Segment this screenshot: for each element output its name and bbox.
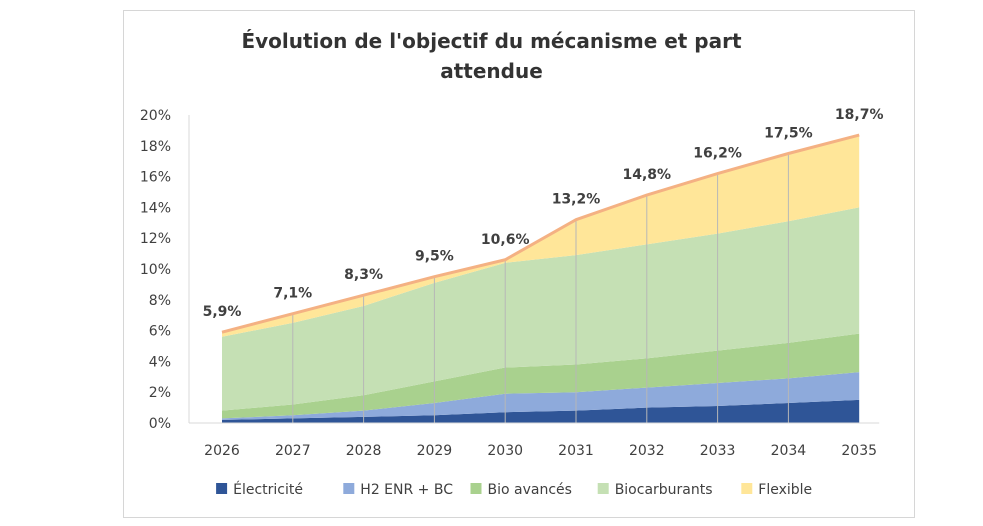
x-tick-label: 2026 xyxy=(204,443,240,459)
x-tick-label: 2033 xyxy=(700,443,736,459)
y-tick-label: 6% xyxy=(149,324,171,340)
data-label: 13,2% xyxy=(552,192,601,208)
data-label: 14,8% xyxy=(623,167,672,183)
data-label: 7,1% xyxy=(273,286,312,302)
data-labels: 5,9% 7,1% 8,3% 9,5% 10,6% 13,2% 14,8% 16,2% 17,5… xyxy=(203,107,884,320)
chart-frame xyxy=(123,10,915,518)
legend-swatch xyxy=(343,483,355,494)
data-label: 17,5% xyxy=(764,126,813,142)
legend-swatch xyxy=(741,483,753,494)
y-tick-label: 4% xyxy=(149,354,171,370)
area-series-3 xyxy=(222,333,860,419)
chart-title: Évolution de l'objectif du mécanisme et … xyxy=(0,26,983,86)
x-tick-label: 2035 xyxy=(841,443,877,459)
y-tick-label: 2% xyxy=(149,385,171,401)
legend-label: Biocarburants xyxy=(615,482,713,498)
legend-label: Électricité xyxy=(233,481,303,498)
y-tick-label: 14% xyxy=(140,200,171,216)
legend-swatch xyxy=(216,483,228,494)
x-tick-label: 2032 xyxy=(629,443,665,459)
data-label: 8,3% xyxy=(344,267,383,283)
y-tick-label: 12% xyxy=(140,231,171,247)
data-label: 10,6% xyxy=(481,232,530,248)
y-tick-label: 20% xyxy=(140,108,171,124)
y-tick-label: 0% xyxy=(149,416,171,432)
total-line-group xyxy=(221,133,860,334)
data-label: 16,2% xyxy=(693,146,742,162)
data-label: 5,9% xyxy=(203,304,242,320)
x-tick-label: 2030 xyxy=(487,443,523,459)
legend-swatch xyxy=(597,483,609,494)
area-series-4 xyxy=(222,207,860,411)
year-dividers xyxy=(292,153,789,423)
area-series-5 xyxy=(222,135,860,337)
area-series-2 xyxy=(222,372,860,420)
x-tick-label: 2027 xyxy=(275,443,311,459)
data-label: 9,5% xyxy=(415,249,454,265)
x-tick-label: 2029 xyxy=(417,443,453,459)
legend: Électricité H2 ENR + BC Bio avancés Biocarb… xyxy=(216,481,812,498)
y-tick-label: 18% xyxy=(140,139,171,155)
chart-title-line-2: attendue xyxy=(440,59,543,83)
stacked-areas xyxy=(222,135,860,423)
y-tick-label: 10% xyxy=(140,262,171,278)
area-series-1 xyxy=(222,399,860,423)
chart-title-line-1: Évolution de l'objectif du mécanisme et … xyxy=(241,29,742,53)
legend-swatch xyxy=(470,483,482,494)
x-tick-label: 2031 xyxy=(558,443,594,459)
legend-label: H2 ENR + BC xyxy=(360,482,453,498)
legend-label: Flexible xyxy=(758,482,812,498)
axes: 0% 2% 4% 6% 8% 10% 12% 14% 16% 18% 20% 2026 2027 2028… xyxy=(140,108,880,459)
y-tick-label: 16% xyxy=(140,170,171,186)
data-label: 18,7% xyxy=(835,107,884,123)
total-line xyxy=(221,133,860,334)
x-tick-label: 2034 xyxy=(771,443,807,459)
x-tick-label: 2028 xyxy=(346,443,382,459)
y-tick-label: 8% xyxy=(149,293,171,309)
legend-label: Bio avancés xyxy=(488,482,572,498)
